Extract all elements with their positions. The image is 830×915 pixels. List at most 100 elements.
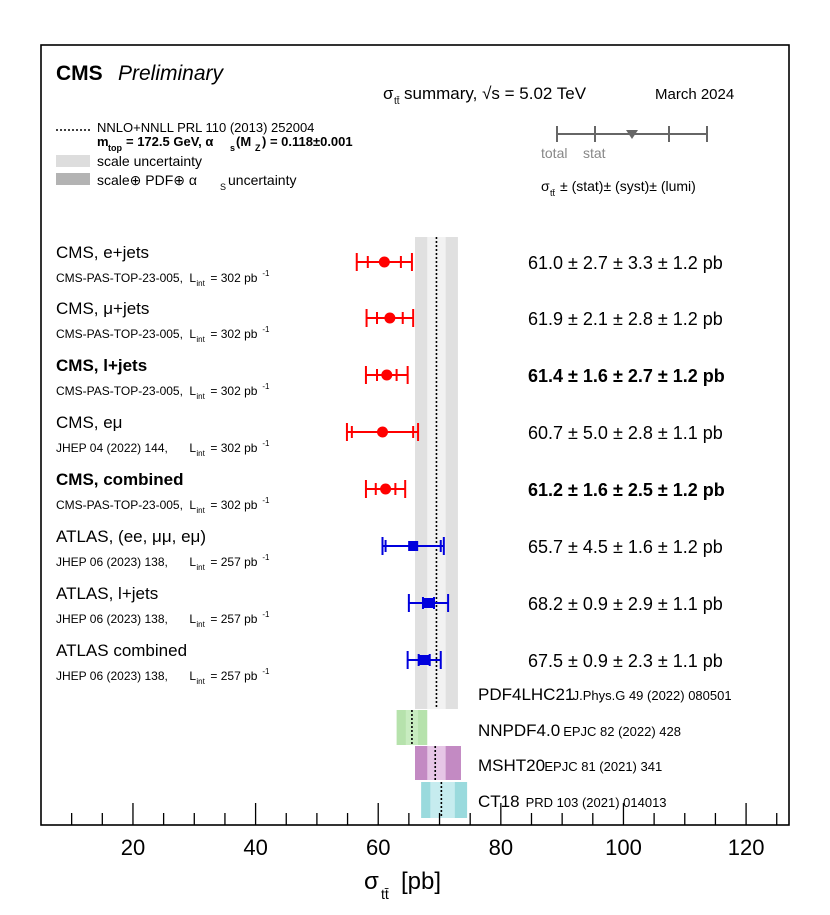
plot-frame [40,44,790,826]
svg-text:Z: Z [255,143,261,153]
svg-text:tt̄: tt̄ [381,886,389,902]
pdf-inner-band [427,746,446,780]
svg-text:CMS-PAS-TOP-23-005,: CMS-PAS-TOP-23-005, [56,271,183,285]
svg-text:L: L [189,441,196,455]
svg-text:JHEP 06 (2023) 138,: JHEP 06 (2023) 138, [56,612,168,626]
svg-text:S: S [220,182,226,192]
svg-text:int: int [196,506,205,515]
pdf-reference-label: PRD 103 (2021) 014013 [526,795,667,810]
svg-text:L: L [189,327,196,341]
x-tick-label: 40 [243,835,267,860]
svg-text:) = 0.118±0.001: ) = 0.118±0.001 [262,134,353,149]
svg-text:L: L [189,555,196,569]
pdf-set-ct18: CT18 PRD 103 (2021) 014013 [421,782,667,818]
total-band-label: scale⊕ PDF⊕ α S uncertainty [97,172,296,192]
pdf-name-label: CT18 [478,792,520,811]
measurement-value: 61.2 ± 1.6 ± 2.5 ± 1.2 pb [528,480,725,500]
svg-text:int: int [196,677,205,686]
date-label: March 2024 [655,86,734,103]
svg-text:= 172.5 GeV, α: = 172.5 GeV, α [126,134,213,149]
measurement-value: 61.0 ± 2.7 ± 3.3 ± 1.2 pb [528,253,723,273]
pdf-set-nnpdf4-0: NNPDF4.0 EPJC 82 (2022) 428 [396,710,681,745]
svg-text:L: L [189,271,196,285]
svg-text:L: L [189,669,196,683]
measurement-point [419,655,430,665]
x-axis-title: σ tt̄ [pb] [364,868,441,902]
svg-text:σ: σ [364,868,379,895]
measurement-value: 61.4 ± 1.6 ± 2.7 ± 1.2 pb [528,366,725,386]
measurement-value: 67.5 ± 0.9 ± 2.3 ± 1.1 pb [528,651,723,671]
svg-text:m: m [97,134,109,149]
measurement-label: CMS, μ+jets [56,299,149,318]
svg-text:L: L [189,612,196,626]
svg-text:L: L [189,384,196,398]
svg-text:= 302 pb: = 302 pb [210,327,257,341]
experiment-label: CMS [56,62,103,85]
theory-bands [415,237,458,681]
measurement-point [381,369,393,381]
measurement-label: CMS, e+jets [56,243,149,262]
svg-text:top: top [108,143,122,153]
value-format-label: σ tt̄ ± (stat)± (syst)± (lumi) [541,178,696,198]
measurement-value: 60.7 ± 5.0 ± 2.8 ± 1.1 pb [528,423,723,443]
measurement-point [384,312,396,324]
svg-text:-1: -1 [262,325,270,334]
svg-text:= 257 pb: = 257 pb [210,612,257,626]
svg-text:s: s [230,143,235,153]
pdf-name-label: NNPDF4.0 [478,721,560,740]
measurement-point [408,541,419,551]
scale-band-key [56,155,90,167]
svg-text:int: int [196,449,205,458]
x-tick-label: 60 [366,835,390,860]
key-marker-icon [626,130,638,139]
svg-text:L: L [189,498,196,512]
svg-text:= 302 pb: = 302 pb [210,441,257,455]
svg-text:-1: -1 [262,269,270,278]
svg-text:int: int [196,335,205,344]
svg-text:CMS-PAS-TOP-23-005,: CMS-PAS-TOP-23-005, [56,327,183,341]
measurement-label: ATLAS, (ee, μμ, eμ) [56,527,206,546]
pdf-reference-label: EPJC 82 (2022) 428 [563,724,681,739]
svg-text:± (stat)± (syst)± (lumi): ± (stat)± (syst)± (lumi) [560,178,696,194]
svg-text:-1: -1 [262,496,270,505]
svg-text:(M: (M [236,134,251,149]
pdf-name-label: MSHT20 [478,756,545,775]
svg-text:tt̄: tt̄ [550,188,556,198]
measurement-point [380,483,392,495]
svg-text:JHEP 04 (2022) 144,: JHEP 04 (2022) 144, [56,441,168,455]
svg-text:= 302 pb: = 302 pb [210,384,257,398]
svg-text:-1: -1 [262,667,270,676]
svg-text:σ: σ [383,84,394,103]
total-band-key [56,173,90,185]
pdf-reference-label: EPJC 81 (2021) 341 [544,759,662,774]
svg-text:uncertainty: uncertainty [228,172,296,188]
x-tick-label: 120 [728,835,765,860]
theory-reference: NNLO+NNLL PRL 110 (2013) 252004 [97,120,314,135]
pdf-inner-band [430,782,455,818]
svg-text:= 257 pb: = 257 pb [210,555,257,569]
key-stat-label: stat [583,145,606,161]
svg-text:scale⊕ PDF⊕ α: scale⊕ PDF⊕ α [97,172,197,188]
measurement-label: CMS, eμ [56,413,122,432]
svg-text:int: int [196,620,205,629]
measurement-point [377,426,389,438]
svg-text:int: int [196,392,205,401]
svg-text:int: int [196,563,205,572]
measurement-label: ATLAS combined [56,641,187,660]
svg-text:-1: -1 [262,553,270,562]
status-label: Preliminary [118,62,225,85]
